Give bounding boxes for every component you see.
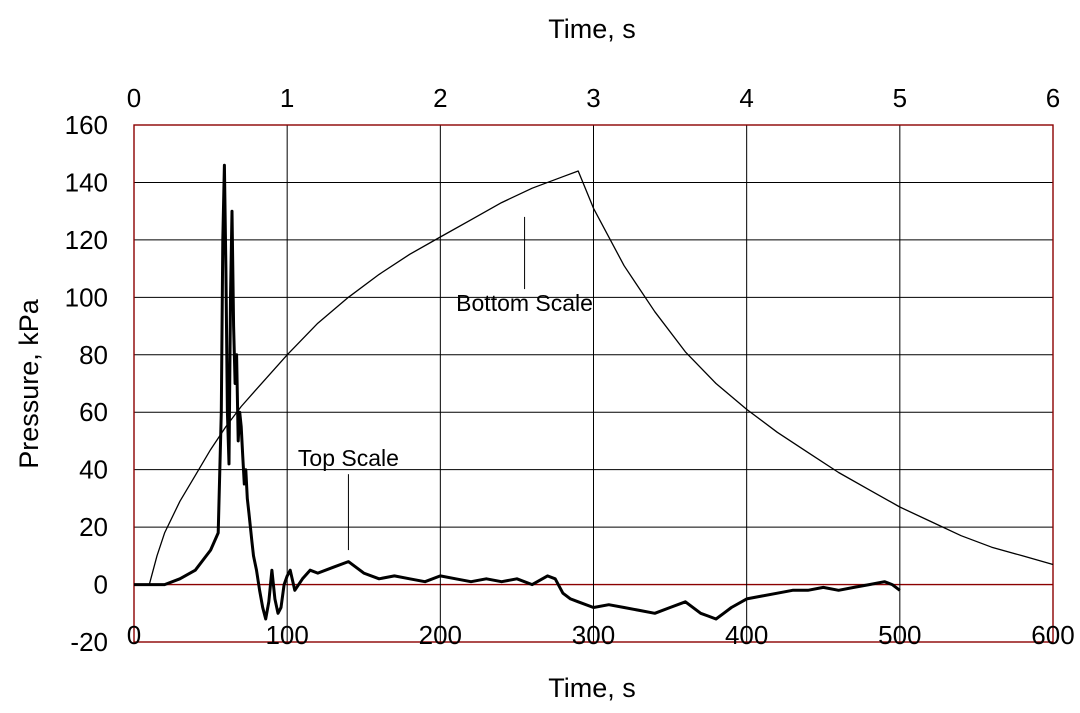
grid-layer: [133, 124, 1054, 643]
annotation-layer: Bottom Scale Top Scale: [298, 216, 593, 551]
top-x-tick-label: 1: [280, 83, 294, 113]
y-tick-label: 100: [65, 282, 108, 312]
bottom-x-tick-label: 0: [127, 620, 141, 650]
bottom-x-tick-label: 100: [265, 620, 308, 650]
bottom-x-tick-label: 200: [419, 620, 462, 650]
bottom-scale-series-line: [148, 170, 1054, 585]
y-tick-label: 20: [79, 512, 108, 542]
y-tick-label: 160: [65, 110, 108, 140]
top-x-tick-label: 3: [586, 83, 600, 113]
top-x-tick-label: 6: [1046, 83, 1060, 113]
bottom-x-tick-label: 300: [572, 620, 615, 650]
top-scale-series-line: [134, 163, 901, 621]
top-scale-label: Top Scale: [298, 445, 399, 471]
bottom-scale-label: Bottom Scale: [456, 290, 593, 316]
top-axis-title: Time, s: [548, 14, 636, 44]
y-axis-title: Pressure, kPa: [14, 298, 44, 469]
plot-frame: [133, 124, 1054, 643]
y-tick-label: 120: [65, 225, 108, 255]
bottom-axis-title: Time, s: [548, 673, 636, 703]
top-x-tick-label: 4: [739, 83, 753, 113]
bottom-x-tick-label: 500: [878, 620, 921, 650]
bottom-x-tick-label: 400: [725, 620, 768, 650]
y-tick-label: 60: [79, 397, 108, 427]
series-layer: [134, 163, 1054, 621]
top-x-tick-label: 0: [127, 83, 141, 113]
top-x-tick-label: 2: [433, 83, 447, 113]
y-tick-label: 40: [79, 455, 108, 485]
bottom-x-tick-label: 600: [1031, 620, 1074, 650]
y-tick-label: -20: [70, 627, 108, 657]
y-tick-label: 80: [79, 340, 108, 370]
y-tick-label: 140: [65, 167, 108, 197]
top-x-tick-label: 5: [893, 83, 907, 113]
y-tick-label: 0: [94, 570, 108, 600]
